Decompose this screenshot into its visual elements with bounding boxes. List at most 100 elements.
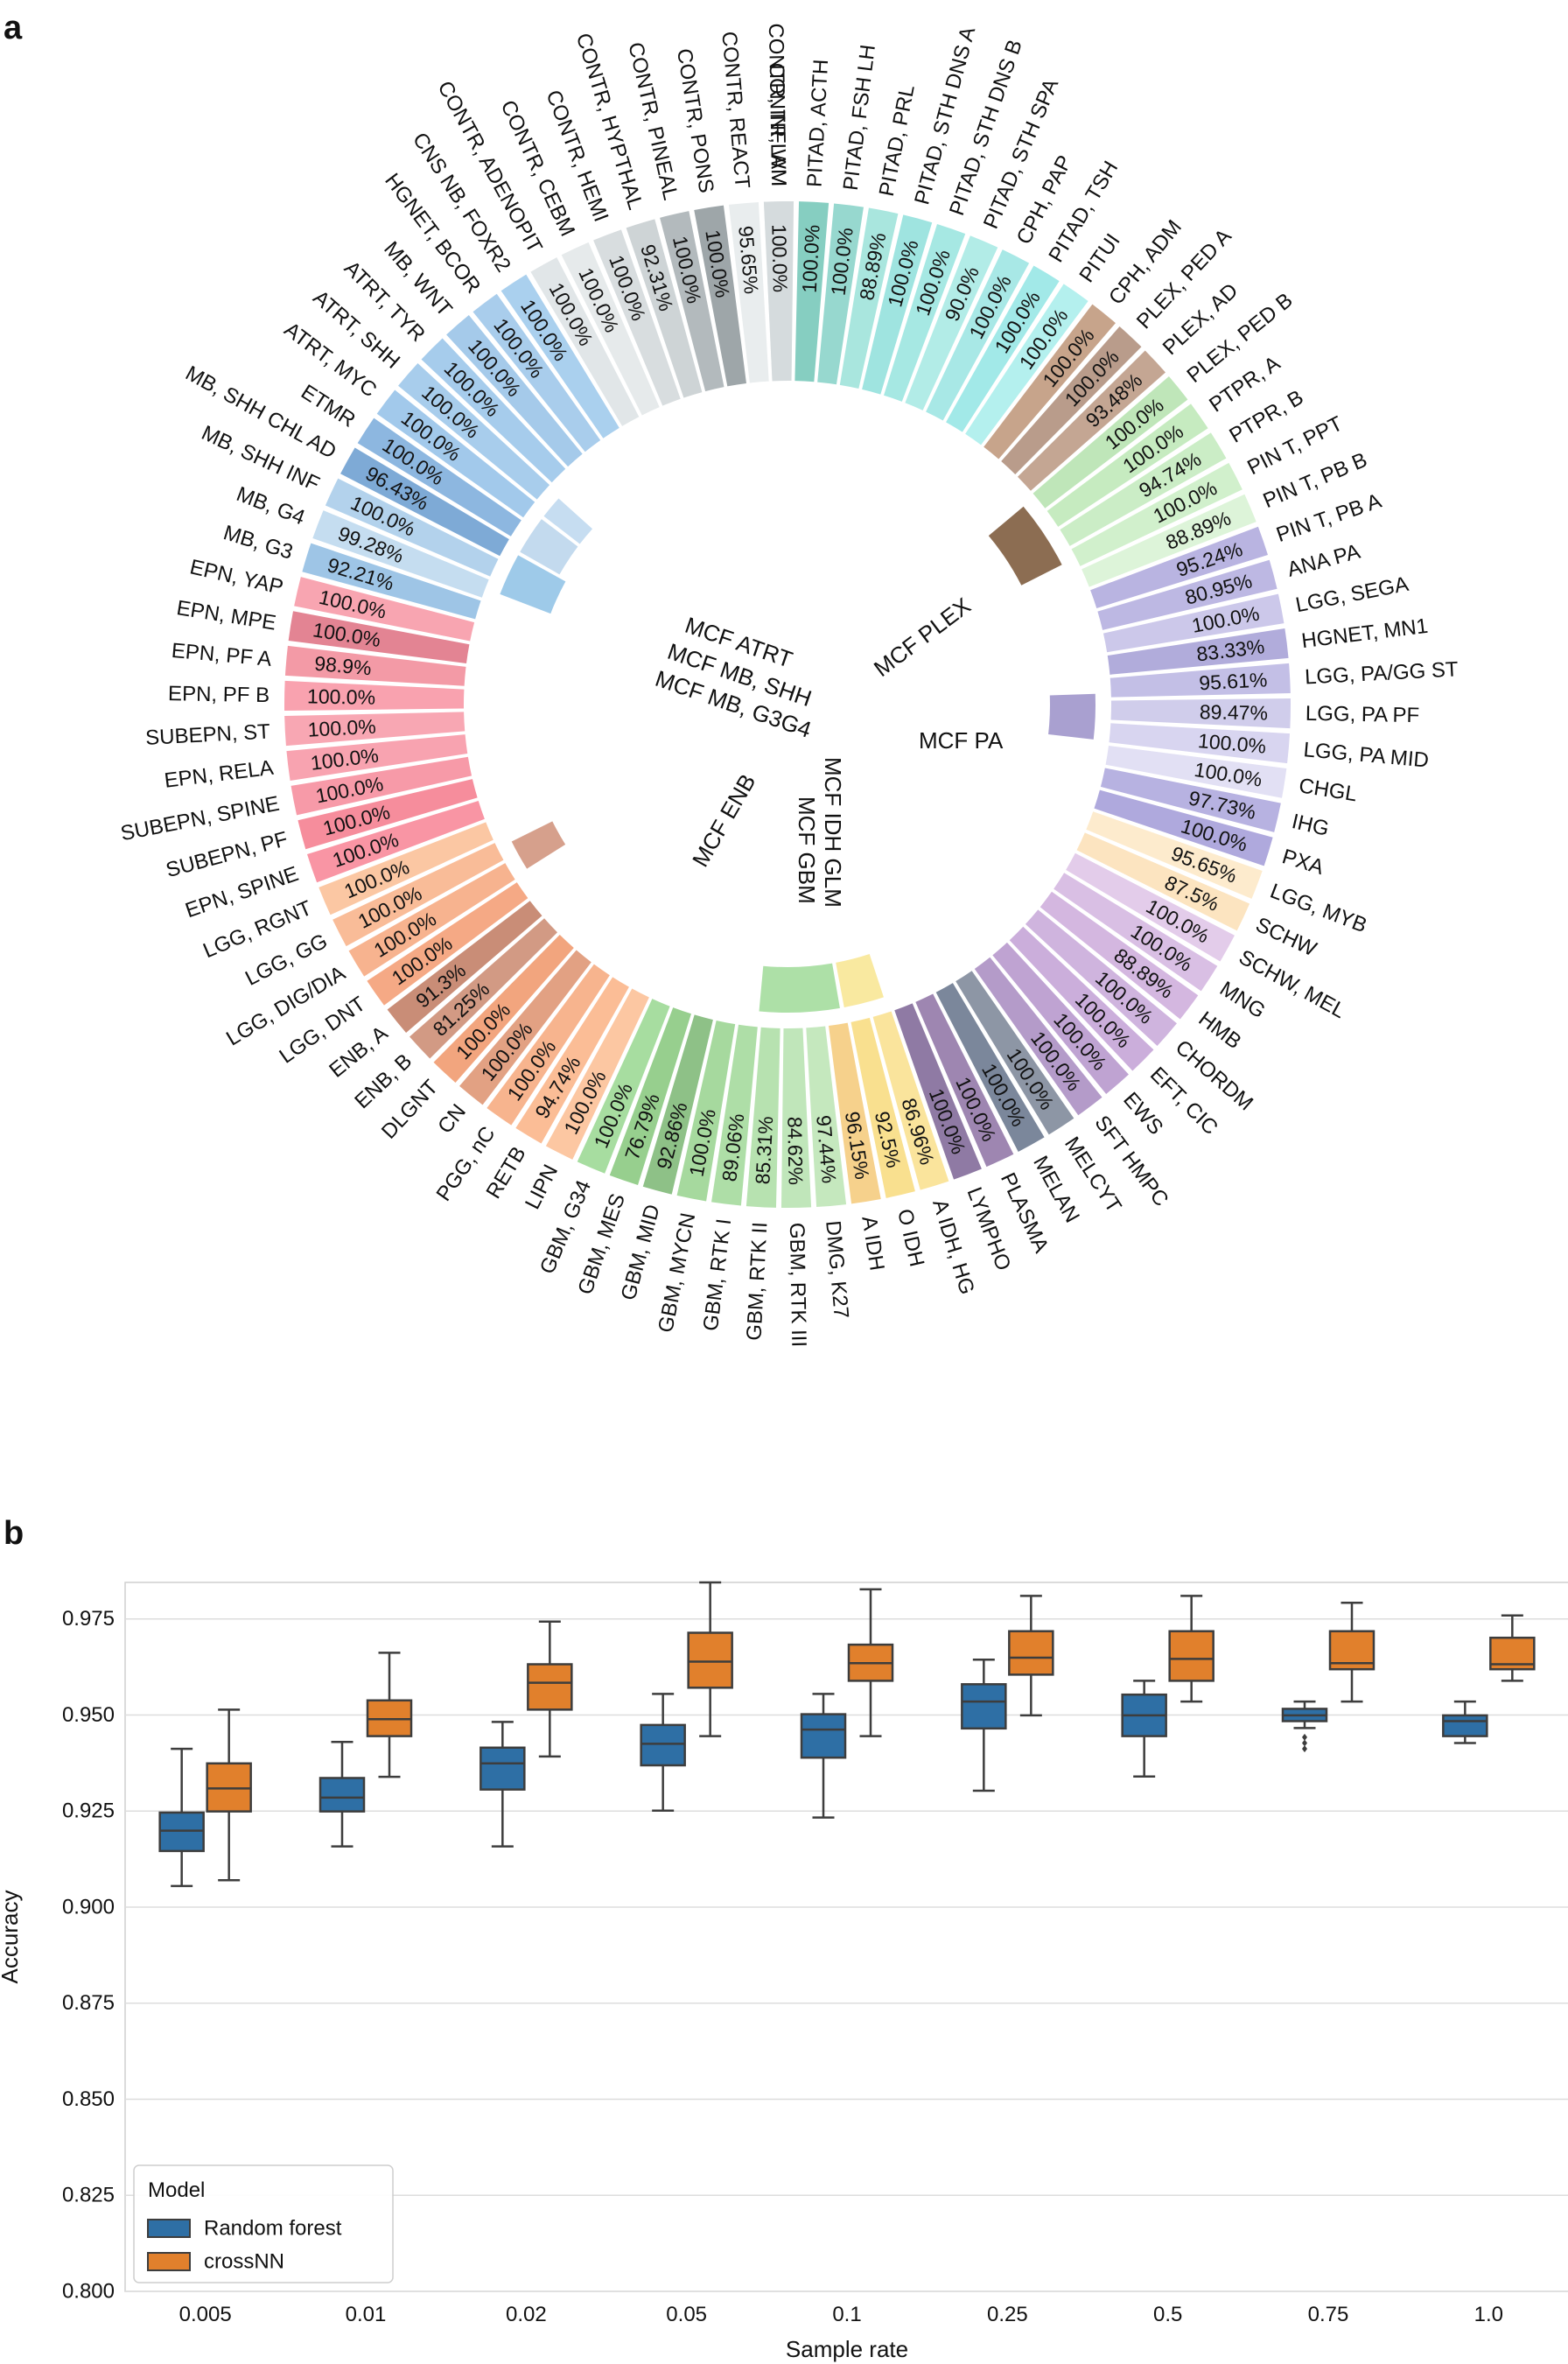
class-bar-PLEX, PED B — [1032, 376, 1188, 509]
class-bar-EPN, YAP — [294, 577, 475, 642]
class-bar-MB, SHH CHL AD — [340, 447, 509, 557]
x-tick-label: 0.1 — [832, 2303, 861, 2326]
class-bar-HGNET, MN1 — [1107, 628, 1289, 675]
class-bar-GBM, RTK I — [711, 1024, 758, 1206]
box-crossNN-0.5 — [1168, 1630, 1214, 1682]
class-bar-EPN, MPE — [288, 611, 470, 663]
class-bar-LGG, PA PF — [1110, 698, 1291, 729]
class-bar-PLASMA — [915, 993, 1014, 1168]
class-name-label: EPN, YAP — [187, 555, 285, 600]
class-bar-LGG, GG — [332, 843, 504, 947]
family-label: MCF IDH GLM — [820, 757, 846, 908]
class-bar-PIN T, PB B — [1082, 494, 1256, 587]
class-bar-HMB — [1040, 891, 1199, 1020]
class-bar-PITAD, PRL — [839, 207, 899, 389]
box-Random forest-0.01 — [318, 1777, 366, 1813]
class-bar-LGG, PA MID — [1109, 723, 1291, 764]
class-bar-PXA — [1094, 789, 1273, 866]
x-tick-label: 0.05 — [666, 2303, 707, 2326]
box-Random forest-0.1 — [800, 1713, 847, 1759]
class-bar-SFT HMPC — [974, 957, 1102, 1116]
class-bar-PTPR, A — [1046, 403, 1208, 527]
class-accuracy-label: 89.47% — [1200, 700, 1268, 724]
outlier-point — [1302, 1733, 1307, 1741]
class-name-label: EPN, MPE — [175, 596, 278, 635]
family-wedge-MCF IDH GLM — [836, 953, 884, 1007]
box-Random forest-0.005 — [158, 1811, 205, 1853]
class-bar-GBM, RTK III — [780, 1028, 812, 1208]
class-accuracy-label: 85.31% — [751, 1116, 777, 1185]
class-name-label: LGG, PA PF — [1306, 702, 1420, 727]
family-wedge-MCF MB, G3G4 — [543, 498, 593, 544]
class-bar-PITAD, STH SPA — [905, 235, 998, 410]
class-name-label: EPN, RELA — [163, 756, 275, 793]
class-name-label: CONTR, REACT — [717, 31, 754, 190]
legend-swatch — [147, 2219, 191, 2238]
class-name-label: GBM, MID — [617, 1202, 665, 1302]
family-wedge-MCF ENB — [511, 821, 566, 869]
family-wedge-MCF GBM — [759, 963, 840, 1013]
class-bar-A IDH, HG — [872, 1011, 949, 1190]
x-tick-label: 0.75 — [1308, 2303, 1349, 2326]
class-bar-PIN T, PPT — [1071, 462, 1242, 566]
class-name-label: PITAD, ACTH — [803, 59, 834, 187]
class-bar-PIN T, PB A — [1090, 526, 1268, 608]
class-name-label: GBM, MYCN — [654, 1211, 700, 1335]
class-bar-CONTR, WM — [763, 201, 794, 382]
class-name-label: CN — [433, 1100, 471, 1139]
class-name-label: MB, G3 — [220, 521, 296, 565]
legend-title: Model — [148, 2178, 205, 2202]
class-bar-SUBEPN, SPINE — [290, 756, 472, 816]
panel-b-label: b — [4, 1515, 24, 1552]
class-bar-PITAD, ACTH — [794, 201, 830, 382]
class-bar-LIPN — [545, 988, 649, 1160]
class-name-label: HMB — [1194, 1007, 1246, 1054]
x-tick-label: 0.02 — [506, 2303, 547, 2326]
class-name-label: MNG — [1215, 977, 1270, 1023]
outlier-point — [1302, 1745, 1307, 1753]
class-bar-EPN, RELA — [286, 734, 468, 781]
x-tick-label: 0.005 — [179, 2303, 232, 2326]
x-tick-label: 1.0 — [1474, 2303, 1503, 2326]
class-bar-ATRT, TYR — [421, 338, 566, 483]
legend-entry: crossNN — [204, 2250, 284, 2274]
class-name-label: A IDH — [857, 1215, 888, 1273]
family-label: MCF PLEX — [869, 593, 976, 682]
class-bar-CONTR, HYPTHAL — [626, 219, 703, 398]
class-bar-GBM, G34 — [577, 999, 670, 1174]
class-bar-EWS — [992, 942, 1129, 1094]
class-bar-CHORDM — [1025, 909, 1177, 1046]
class-bar-CPH, PAP — [926, 249, 1030, 421]
y-tick-label: 0.900 — [62, 1895, 115, 1919]
class-bar-LGG, DIG/DIA — [348, 863, 515, 977]
legend-entry: Random forest — [204, 2217, 342, 2241]
y-axis-label: Accuracy — [0, 1890, 23, 1984]
y-tick-label: 0.875 — [62, 1991, 115, 2015]
class-bar-PITAD, STH DNS B — [884, 224, 966, 402]
class-bar-ATRT, MYC — [376, 389, 536, 518]
box-Random forest-0.05 — [640, 1723, 686, 1767]
class-name-label: LGG, SEGA — [1294, 572, 1410, 617]
class-bar-DLGNT — [433, 934, 574, 1083]
box-Random forest-0.02 — [480, 1746, 526, 1791]
class-bar-CPH, ADM — [984, 304, 1116, 459]
y-tick-label: 0.950 — [62, 1703, 115, 1727]
class-bar-CN — [459, 950, 592, 1105]
class-accuracy-label: 100.0% — [767, 224, 791, 292]
box-crossNN-0.05 — [687, 1631, 733, 1689]
y-tick-label: 0.925 — [62, 1799, 115, 1823]
family-wedge-MCF PLEX — [988, 506, 1062, 586]
class-bar-HGNET, BCOR — [472, 293, 601, 452]
class-name-label: EPN, PF A — [171, 639, 273, 671]
class-name-label: EWS — [1118, 1088, 1167, 1140]
class-name-label: LGG, PA/GG ST — [1304, 657, 1459, 689]
class-name-label: EPN, PF B — [168, 682, 270, 707]
class-name-label: LGG, PA MID — [1303, 738, 1430, 772]
class-bar-LGG, SEGA — [1102, 593, 1284, 653]
class-name-label: PITAD, FSH LH — [839, 43, 880, 192]
class-bar-MB, WNT — [446, 315, 583, 467]
class-bar-EPN, PF B — [284, 680, 465, 712]
class-name-label: GBM, RTK I — [699, 1217, 737, 1332]
class-bar-GBM, MES — [609, 1007, 691, 1185]
